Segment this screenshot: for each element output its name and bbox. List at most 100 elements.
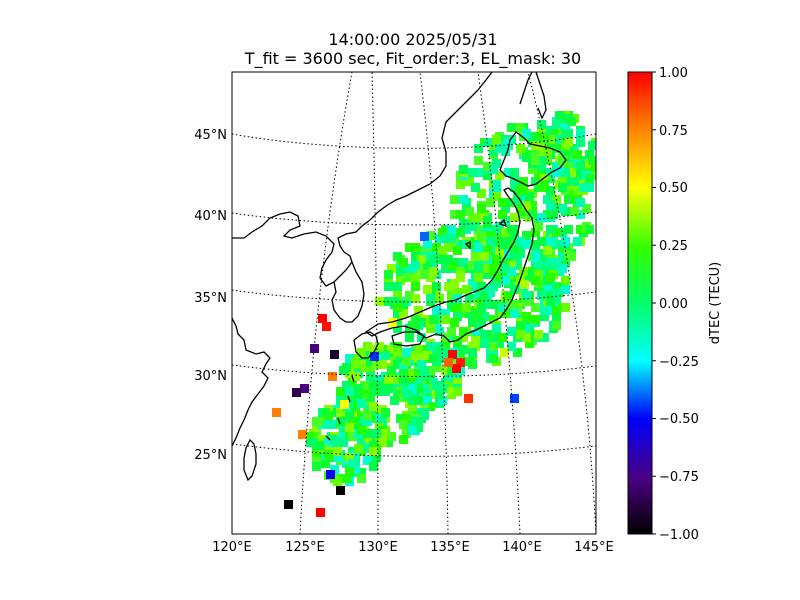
- dtec-cell: [432, 282, 441, 291]
- lon-label: 135°E: [430, 540, 470, 555]
- dtec-cell: [423, 240, 432, 249]
- dtec-cell: [555, 282, 564, 291]
- dtec-cell: [531, 240, 540, 249]
- dtec-cell: [381, 408, 390, 417]
- dtec-cell: [510, 243, 519, 252]
- dtec-cell: [495, 144, 504, 153]
- dtec-cell: [405, 243, 414, 252]
- dtec-cell: [519, 186, 528, 195]
- dtec-cell: [474, 291, 483, 300]
- dtec-cell: [564, 195, 573, 204]
- dtec-cell: [585, 183, 594, 192]
- dtec-cell: [450, 318, 459, 327]
- dtec-cell: [477, 189, 486, 198]
- dtec-cell: [316, 508, 325, 517]
- dtec-cell: [492, 255, 501, 264]
- dtec-cell: [567, 168, 576, 177]
- dtec-cell: [372, 429, 381, 438]
- dtec-cell: [420, 396, 429, 405]
- dtec-cell: [411, 294, 420, 303]
- dtec-cell: [531, 177, 540, 186]
- dtec-cell: [489, 147, 498, 156]
- dtec-cell: [576, 171, 585, 180]
- dtec-cell: [579, 156, 588, 165]
- dtec-cell: [453, 303, 462, 312]
- dtec-cell: [504, 168, 513, 177]
- dtec-cell: [468, 222, 477, 231]
- lat-label: 40°N: [194, 209, 227, 224]
- dtec-cell: [328, 372, 337, 381]
- dtec-cell: [552, 315, 561, 324]
- dtec-cell: [588, 156, 596, 165]
- dtec-cell: [471, 252, 480, 261]
- dtec-cell: [480, 240, 489, 249]
- dtec-cell: [408, 396, 417, 405]
- dtec-cell: [522, 291, 531, 300]
- dtec-cell: [432, 363, 441, 372]
- dtec-cell: [558, 264, 567, 273]
- dtec-cell: [510, 168, 519, 177]
- dtec-cell: [447, 234, 456, 243]
- dtec-cell: [384, 282, 393, 291]
- dtec-cell: [387, 264, 396, 273]
- dtec-cell: [552, 288, 561, 297]
- dtec-cell: [429, 315, 438, 324]
- dtec-cell: [504, 291, 513, 300]
- dtec-cell: [492, 159, 501, 168]
- dtec-cell: [558, 183, 567, 192]
- dtec-cell: [474, 273, 483, 282]
- dtec-cell: [471, 183, 480, 192]
- dtec-cell: [342, 381, 351, 390]
- dtec-cell: [381, 351, 390, 360]
- dtec-cell: [462, 285, 471, 294]
- dtec-cell: [528, 201, 537, 210]
- dtec-cell: [546, 225, 555, 234]
- dtec-cell: [414, 417, 423, 426]
- dtec-cell: [292, 388, 301, 397]
- colorbar-tick: 0.25: [659, 239, 688, 254]
- lat-label: 25°N: [194, 448, 227, 463]
- dtec-cell: [537, 162, 546, 171]
- dtec-cell: [360, 390, 369, 399]
- dtec-cell: [582, 204, 591, 213]
- dtec-cell: [525, 192, 534, 201]
- dtec-cell: [513, 261, 522, 270]
- dtec-cell: [520, 280, 529, 289]
- dtec-cell: [498, 258, 507, 267]
- dtec-cell: [441, 366, 450, 375]
- dtec-cell: [414, 375, 423, 384]
- dtec-cell: [348, 432, 357, 441]
- dtec-cell: [501, 204, 510, 213]
- dtec-cell: [456, 180, 465, 189]
- dtec-cell: [441, 315, 450, 324]
- dtec-cell: [537, 252, 546, 261]
- dtec-cell: [306, 438, 315, 447]
- dtec-cell: [486, 198, 495, 207]
- dtec-cell: [426, 324, 435, 333]
- dtec-cell: [357, 348, 366, 357]
- dtec-cell: [558, 174, 567, 183]
- dtec-cell: [393, 291, 402, 300]
- dtec-cell: [333, 447, 342, 456]
- dtec-cell: [444, 243, 453, 252]
- dtec-cell: [561, 285, 570, 294]
- colorbar-tick: 1.00: [659, 66, 688, 81]
- dtec-cell: [489, 315, 498, 324]
- dtec-cell: [312, 462, 321, 471]
- dtec-cell: [417, 255, 426, 264]
- latitude-labels: 25°N 30°N 35°N 40°N 45°N: [194, 128, 227, 463]
- dtec-cell: [501, 249, 510, 258]
- dtec-cell: [522, 333, 531, 342]
- dtec-cell: [588, 141, 596, 150]
- dtec-cell: [453, 294, 462, 303]
- dtec-cell: [513, 348, 522, 357]
- dtec-cell: [474, 225, 483, 234]
- dtec-cell: [378, 360, 387, 369]
- dtec-cell: [525, 339, 534, 348]
- dtec-cell: [340, 400, 349, 409]
- dtec-cell: [564, 225, 573, 234]
- lon-label: 125°E: [285, 540, 325, 555]
- dtec-cell: [426, 402, 435, 411]
- dtec-cell: [369, 402, 378, 411]
